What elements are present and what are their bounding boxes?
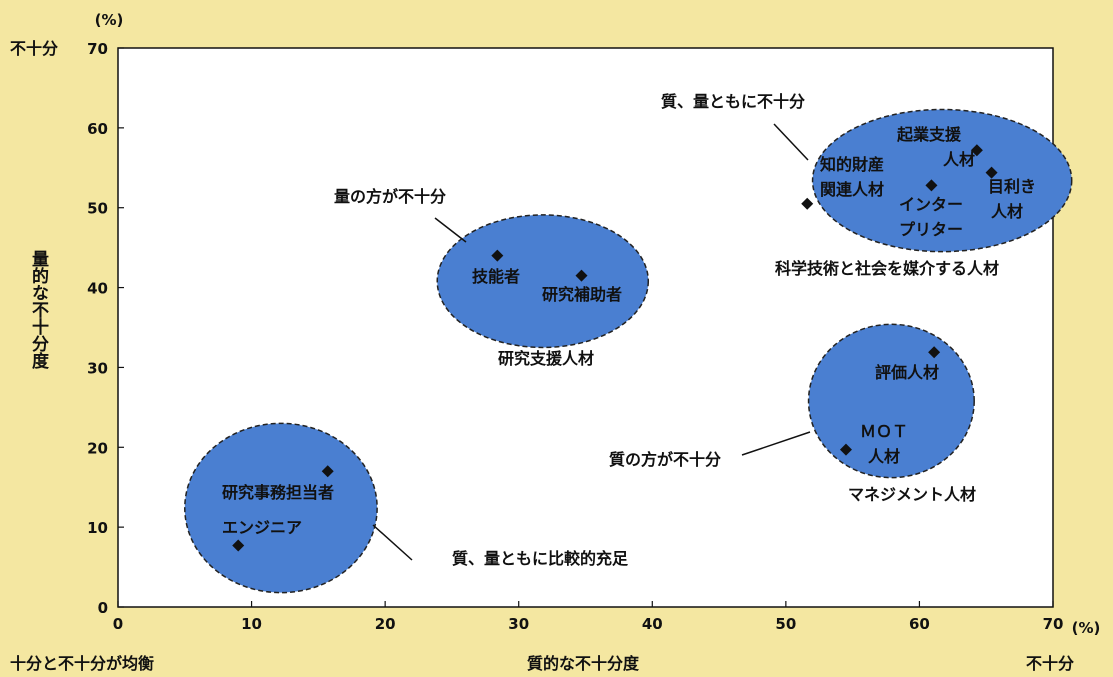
data-point-4 — [575, 269, 588, 282]
group-name: マネジメント人材 — [848, 485, 976, 504]
point-label: 評価人材 — [875, 363, 939, 382]
callout-note: 質、量ともに比較的充足 — [452, 549, 629, 568]
y-tick-label: 20 — [87, 439, 108, 457]
y-tick-label: 50 — [87, 200, 108, 218]
y-tick-label: 10 — [87, 519, 108, 537]
x-tick-label: 50 — [775, 615, 796, 633]
y-tick-label: 30 — [87, 359, 108, 377]
callout-note: 質の方が不十分 — [609, 450, 721, 469]
callout-line — [372, 524, 413, 561]
y-axis-title: 量的な不十分度 — [28, 249, 49, 370]
x-tick-label: 30 — [508, 615, 529, 633]
callout-line — [773, 123, 809, 161]
point-label: 人材 — [943, 150, 975, 169]
y-top-label: 不十分 — [10, 39, 58, 58]
point-label: 研究事務担当者 — [222, 483, 334, 502]
x-tick-label: 20 — [375, 615, 396, 633]
point-label: 人材 — [868, 447, 900, 466]
data-point-7 — [801, 197, 814, 210]
data-point-6 — [928, 346, 941, 359]
x-tick-label: 70 — [1043, 615, 1064, 633]
callout-note: 質、量ともに不十分 — [661, 92, 805, 111]
group-ellipse-2 — [436, 214, 650, 349]
point-label: 人材 — [991, 202, 1023, 221]
data-point-5 — [839, 443, 852, 456]
callout-line — [741, 431, 811, 456]
point-label: 起業支援 — [896, 125, 962, 144]
point-label: インター — [899, 195, 963, 214]
origin-label: 十分と不十分が均衡 — [10, 654, 154, 673]
data-point-2 — [321, 465, 334, 478]
x-tick-label: 0 — [113, 615, 123, 633]
y-tick-label: 40 — [87, 280, 108, 298]
y-tick-label: 0 — [98, 599, 108, 617]
data-point-1 — [232, 539, 245, 552]
x-tick-label: 10 — [241, 615, 262, 633]
data-point-8 — [925, 179, 938, 192]
point-label: 関連人材 — [820, 180, 884, 199]
point-label: エンジニア — [222, 518, 302, 537]
data-point-9 — [970, 144, 983, 157]
data-point-3 — [491, 249, 504, 262]
callout-line — [434, 217, 467, 243]
x-tick-label: 60 — [909, 615, 930, 633]
point-label: ＭＯＴ — [860, 422, 908, 441]
data-point-10 — [985, 166, 998, 179]
y-tick-label: 60 — [87, 120, 108, 138]
x-right-label: 不十分 — [1026, 654, 1074, 673]
point-label: 知的財産 — [820, 155, 884, 174]
y-unit-label: (%) — [95, 11, 124, 29]
callout-note: 量の方が不十分 — [334, 187, 446, 206]
y-tick-label: 70 — [87, 40, 108, 58]
group-ellipse-3 — [807, 323, 975, 479]
group-ellipse-1 — [184, 422, 378, 594]
group-ellipse-4 — [811, 108, 1073, 253]
x-axis-title: 質的な不十分度 — [527, 654, 640, 673]
point-label: 技能者 — [472, 267, 520, 286]
group-name: 研究支援人材 — [498, 349, 594, 368]
x-tick-label: 40 — [642, 615, 663, 633]
x-unit-label: (%) — [1072, 619, 1101, 637]
point-label: 研究補助者 — [542, 285, 622, 304]
point-label: 目利き — [988, 177, 1036, 196]
point-label: プリター — [899, 220, 963, 239]
group-name: 科学技術と社会を媒介する人材 — [775, 259, 999, 278]
